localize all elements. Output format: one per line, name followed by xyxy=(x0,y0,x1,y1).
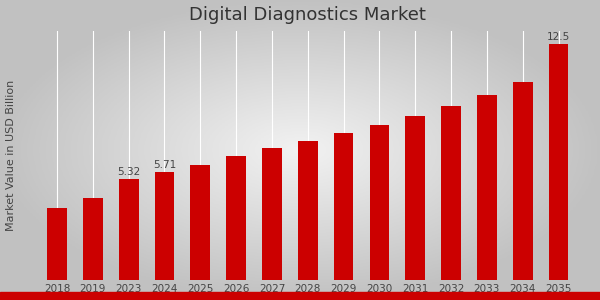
Bar xyxy=(513,82,533,280)
Bar xyxy=(190,165,210,280)
Text: 5.32: 5.32 xyxy=(117,167,140,177)
Bar xyxy=(226,156,246,280)
Bar xyxy=(548,44,568,280)
Title: Digital Diagnostics Market: Digital Diagnostics Market xyxy=(190,6,426,24)
Bar xyxy=(83,199,103,280)
Y-axis label: Market Value in USD Billion: Market Value in USD Billion xyxy=(5,80,16,231)
Bar xyxy=(262,148,282,280)
Bar xyxy=(441,106,461,280)
Bar xyxy=(477,95,497,280)
Bar xyxy=(334,134,353,280)
Bar xyxy=(119,179,139,280)
Bar xyxy=(47,208,67,280)
Text: 12.5: 12.5 xyxy=(547,32,570,42)
Bar xyxy=(298,141,317,280)
Bar xyxy=(406,116,425,280)
Text: 5.71: 5.71 xyxy=(153,160,176,170)
Bar xyxy=(370,125,389,280)
Bar xyxy=(155,172,175,280)
